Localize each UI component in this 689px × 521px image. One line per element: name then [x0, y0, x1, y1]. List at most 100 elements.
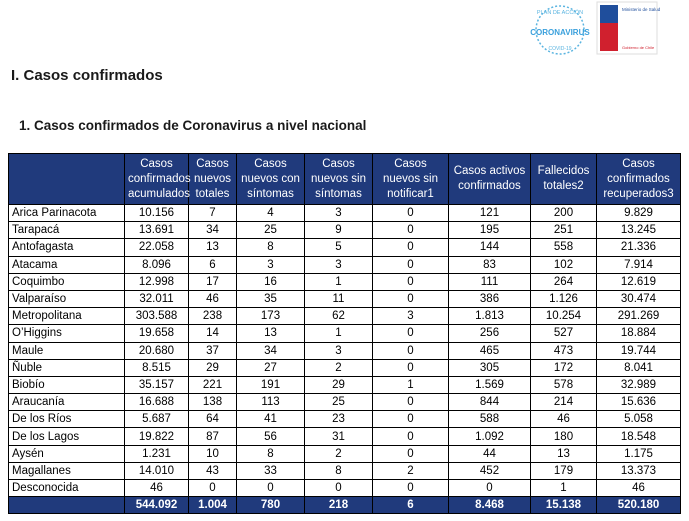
cell: 3	[372, 307, 449, 326]
cell: 0	[372, 289, 449, 309]
cell: 32.011	[124, 289, 189, 309]
cell: 10.254	[530, 307, 597, 326]
column-header: Casos nuevos con síntomas	[236, 153, 305, 205]
cell: 9	[304, 221, 373, 240]
cell: 102	[530, 255, 597, 274]
cell: 251	[530, 221, 597, 240]
cell: 10	[188, 444, 237, 463]
cell: 25	[236, 221, 305, 240]
cell: 291.269	[596, 307, 681, 326]
cell: 13.691	[124, 221, 189, 240]
cell: 0	[372, 427, 449, 446]
region: De los Ríos	[8, 410, 125, 429]
cell: 7.914	[596, 255, 681, 274]
cell: 35	[236, 289, 305, 309]
cell: 0	[372, 478, 449, 498]
total-cell: 8.468	[448, 496, 531, 515]
logo-main: CORONAVIRUS	[530, 28, 590, 37]
cell: 305	[448, 358, 531, 377]
total-cell: 544.092	[124, 496, 189, 515]
table-row: Araucanía 16.688 138 113 25 0 844 214 15.636	[8, 393, 681, 412]
table-row: Tarapacá 13.691 34 25 9 0 195 251 13.245	[8, 221, 681, 240]
region: Aysén	[8, 444, 125, 463]
cases-table: Casos confirmados acumulados Casos nuevos…	[8, 153, 681, 515]
region: Ñuble	[8, 358, 125, 377]
cell: 5.687	[124, 410, 189, 429]
cell: 13.373	[596, 461, 681, 481]
cell: 8.041	[596, 358, 681, 377]
cell: 5	[304, 238, 373, 257]
cell: 111	[448, 272, 531, 291]
region: Tarapacá	[8, 221, 125, 240]
title: I. Casos confirmados	[11, 67, 163, 84]
region: Maule	[8, 341, 125, 360]
cell: 0	[372, 203, 449, 223]
cell: 9.829	[596, 203, 681, 223]
total-cell: 218	[304, 496, 373, 515]
cell: 62	[304, 307, 373, 326]
cell: 13.245	[596, 221, 681, 240]
cell: 19.658	[124, 324, 189, 343]
table-body: Arica Parinacota 10.156 7 4 3 0 121 200 9.829 Tar…	[8, 203, 681, 515]
total-blank	[8, 496, 125, 515]
cell: 30.474	[596, 289, 681, 309]
table-row: Antofagasta 22.058 13 8 5 0 144 558 21.336	[8, 238, 681, 257]
cell: 23	[304, 410, 373, 429]
cell: 138	[188, 393, 237, 412]
cell: 56	[236, 427, 305, 446]
cell: 191	[236, 375, 305, 395]
total-cell: 780	[236, 496, 305, 515]
cell: 29	[304, 375, 373, 395]
cell: 144	[448, 238, 531, 257]
region: Valparaíso	[8, 289, 125, 309]
table-row: Coquimbo 12.998 17 16 1 0 111 264 12.619	[8, 272, 681, 291]
cell: 3	[236, 255, 305, 274]
logo-sub: COVID-19	[548, 46, 571, 52]
cell: 43	[188, 461, 237, 481]
cell: 1	[304, 272, 373, 291]
logos: PLAN DE ACCIÓN CORONAVIRUS COVID-19 Mini…	[530, 1, 661, 55]
subtitle: 1. Casos confirmados de Coronavirus a ni…	[19, 118, 367, 133]
cell: 31	[304, 427, 373, 446]
cell: 1.813	[448, 307, 531, 326]
cell: 12.619	[596, 272, 681, 291]
column-header: Casos nuevos totales	[188, 153, 237, 205]
region: Metropolitana	[8, 307, 125, 326]
column-header: Casos confirmados acumulados	[124, 153, 191, 205]
cell: 473	[530, 341, 597, 360]
total-cell: 520.180	[596, 496, 681, 515]
column-header: Fallecidos totales2	[530, 153, 597, 205]
table-row: Magallanes 14.010 43 33 8 2 452 179 13.373	[8, 461, 681, 481]
cell: 264	[530, 272, 597, 291]
region: Araucanía	[8, 393, 125, 412]
cell: 588	[448, 410, 531, 429]
region: O’Higgins	[8, 324, 125, 343]
cell: 7	[188, 203, 237, 223]
cell: 0	[372, 341, 449, 360]
table-row: O’Higgins 19.658 14 13 1 0 256 527 18.884	[8, 324, 681, 343]
cell: 8	[236, 444, 305, 463]
cell: 578	[530, 375, 597, 395]
cell: 0	[372, 410, 449, 429]
cell: 18.884	[596, 324, 681, 343]
table-row: Valparaíso 32.011 46 35 11 0 386 1.126 30.474	[8, 289, 681, 309]
cell: 14.010	[124, 461, 189, 481]
cell: 12.998	[124, 272, 189, 291]
cell: 34	[188, 221, 237, 240]
cell: 32.989	[596, 375, 681, 395]
total-row: 544.092 1.004 780 218 6 8.468 15.138 520.180	[8, 496, 681, 515]
cell: 238	[188, 307, 237, 326]
cell: 8	[236, 238, 305, 257]
cell: 19.744	[596, 341, 681, 360]
cell: 27	[236, 358, 305, 377]
cell: 121	[448, 203, 531, 223]
cell: 19.822	[124, 427, 189, 446]
cell: 1.569	[448, 375, 531, 395]
cell: 34	[236, 341, 305, 360]
cell: 1	[304, 324, 373, 343]
cell: 13	[236, 324, 305, 343]
cell: 14	[188, 324, 237, 343]
cell: 46	[188, 289, 237, 309]
cell: 0	[372, 393, 449, 412]
cell: 87	[188, 427, 237, 446]
